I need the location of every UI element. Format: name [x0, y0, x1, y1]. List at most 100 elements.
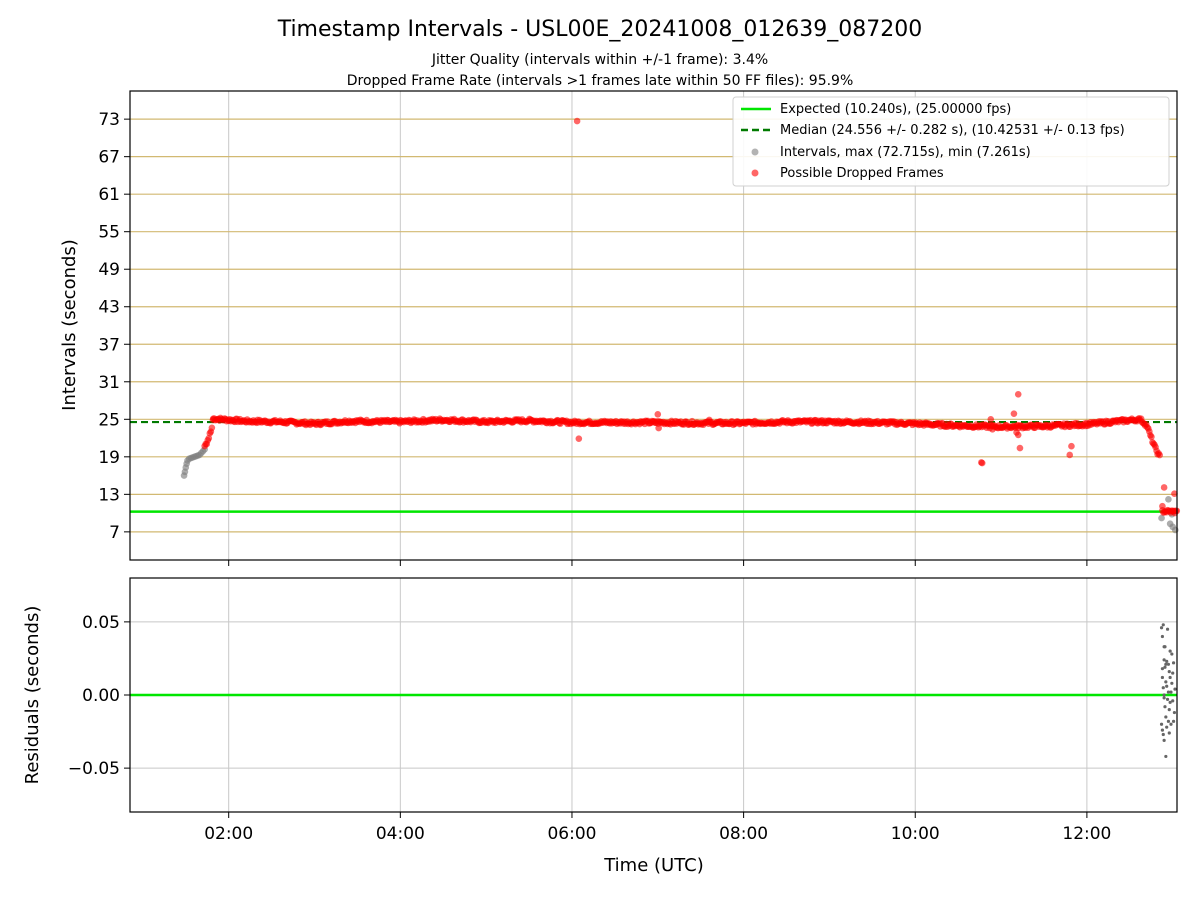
residual-point	[1168, 649, 1172, 653]
dropped-frame-point	[1014, 431, 1022, 439]
residual-point	[1171, 661, 1176, 665]
residual-point	[1171, 719, 1176, 723]
residual-point	[1161, 623, 1165, 627]
residual-point	[1173, 687, 1177, 691]
x-axis-label: Time (UTC)	[603, 855, 704, 876]
dropped-frame-point	[209, 416, 217, 424]
residual-point	[1162, 658, 1166, 662]
residual-point	[1169, 690, 1173, 694]
residual-point	[1164, 662, 1168, 666]
residual-point	[1165, 659, 1169, 663]
legend-intervals-label: Intervals, max (72.715s), min (7.261s)	[780, 145, 1031, 160]
legend-box	[732, 96, 1170, 187]
residual-point	[1160, 634, 1165, 639]
intervals-y-tick-label: 25	[98, 410, 120, 430]
residuals-y-tick-label: −0.05	[68, 759, 120, 779]
residual-point	[1171, 671, 1175, 675]
dropped-frame-point	[573, 117, 581, 125]
intervals-y-tick-label: 13	[98, 485, 120, 505]
dropped-frame-point	[987, 416, 995, 423]
intervals-points	[180, 446, 1179, 534]
intervals-y-tick-label: 37	[98, 335, 120, 355]
residual-point	[1161, 732, 1165, 737]
x-tick-label: 02:00	[204, 824, 253, 844]
residual-point	[1165, 627, 1170, 631]
intervals-y-ticks: 7 13 19 25 31 37 43 49 55 61 67 73	[98, 110, 130, 543]
residuals-x-ticks: 02:00 04:00 06:00 08:00 10:00 12:00	[204, 812, 1111, 844]
intervals-y-tick-label: 73	[98, 110, 120, 130]
residual-points	[1159, 623, 1177, 759]
legend-expected-label: Expected (10.240s), (25.00000 fps)	[780, 102, 1011, 117]
intervals-axes-frame	[129, 90, 1178, 561]
intervals-panel: 7 13 19 25 31 37 43 49 55 61 67 73 Intervals (secon…	[59, 90, 1181, 566]
residual-point	[1163, 665, 1167, 669]
residual-point	[1164, 715, 1168, 719]
dropped-frame-point	[705, 416, 713, 424]
dropped-frame-point	[1159, 502, 1166, 510]
legend: Expected (10.240s), (25.00000 fps) Media…	[732, 96, 1170, 187]
x-tick-label: 10:00	[891, 824, 940, 844]
intervals-y-tick-label: 49	[98, 260, 120, 280]
residual-point	[1160, 728, 1165, 732]
dropped-frame-point	[1016, 444, 1024, 452]
x-tick-label: 08:00	[719, 824, 768, 844]
intervals-y-tick-label: 7	[109, 523, 120, 543]
residual-point	[1166, 662, 1171, 666]
dropped-frame-point	[1010, 410, 1018, 417]
residual-point	[1165, 697, 1170, 701]
dropped-frame-point	[978, 459, 986, 467]
residual-point	[1171, 699, 1175, 703]
residuals-y-ticks: 0.05 0.00 −0.05	[68, 613, 130, 779]
residual-point	[1161, 686, 1165, 690]
residuals-panel: 0.05 0.00 −0.05 02:00 04:00 06:00 08:00 10:00 1…	[22, 577, 1178, 844]
residual-point	[1170, 681, 1174, 685]
intervals-y-tick-label: 31	[98, 373, 120, 393]
dropped-frame-point	[1148, 433, 1155, 441]
dropped-frame-point	[1160, 484, 1168, 491]
legend-intervals-swatch	[751, 148, 759, 156]
residual-point	[1166, 719, 1171, 723]
residual-point	[1159, 626, 1164, 630]
residual-point	[1164, 754, 1168, 759]
residual-point	[1167, 670, 1171, 674]
residuals-y-tick-label: 0.05	[82, 613, 120, 633]
x-tick-label: 12:00	[1062, 824, 1111, 844]
dropped-frame-point	[1068, 442, 1075, 450]
residual-point	[1166, 690, 1171, 694]
residual-point	[1162, 696, 1166, 700]
legend-median-label: Median (24.556 +/- 0.282 s), (10.42531 +…	[780, 123, 1125, 138]
residual-point	[1170, 652, 1174, 656]
residual-point	[1172, 710, 1177, 715]
dropped-frame-point	[1014, 390, 1022, 398]
dropped-frame-point	[1171, 490, 1178, 498]
interval-point	[1158, 514, 1165, 522]
intervals-y-axis-label: Intervals (seconds)	[59, 239, 80, 411]
intervals-y-tick-label: 19	[98, 448, 120, 468]
chart-subtitle-1: Jitter Quality (intervals within +/-1 fr…	[431, 52, 768, 68]
interval-point	[1165, 496, 1172, 503]
dropped-frame-point	[989, 426, 996, 433]
residual-point	[1160, 675, 1165, 680]
intervals-x-ticks	[228, 560, 1088, 566]
intervals-y-tick-label: 43	[98, 298, 120, 318]
residual-point	[1163, 645, 1167, 649]
x-tick-label: 06:00	[547, 824, 596, 844]
residual-point	[1162, 693, 1166, 697]
residual-point	[1167, 708, 1171, 712]
residual-point	[1164, 680, 1168, 684]
residual-point	[1162, 738, 1166, 742]
chart-subtitle-2: Dropped Frame Rate (intervals >1 frames …	[347, 73, 854, 89]
dropped-frame-point	[655, 424, 662, 432]
intervals-y-tick-label: 55	[98, 223, 120, 243]
legend-dropped-label: Possible Dropped Frames	[780, 166, 944, 181]
residual-point	[1163, 705, 1167, 709]
dropped-frame-points	[201, 117, 1181, 517]
residual-point	[1165, 684, 1169, 688]
residual-point	[1159, 722, 1164, 726]
residuals-y-tick-label: 0.00	[82, 686, 120, 706]
residual-point	[1169, 722, 1173, 726]
residual-point	[1165, 725, 1169, 729]
intervals-y-tick-label: 61	[98, 185, 120, 205]
